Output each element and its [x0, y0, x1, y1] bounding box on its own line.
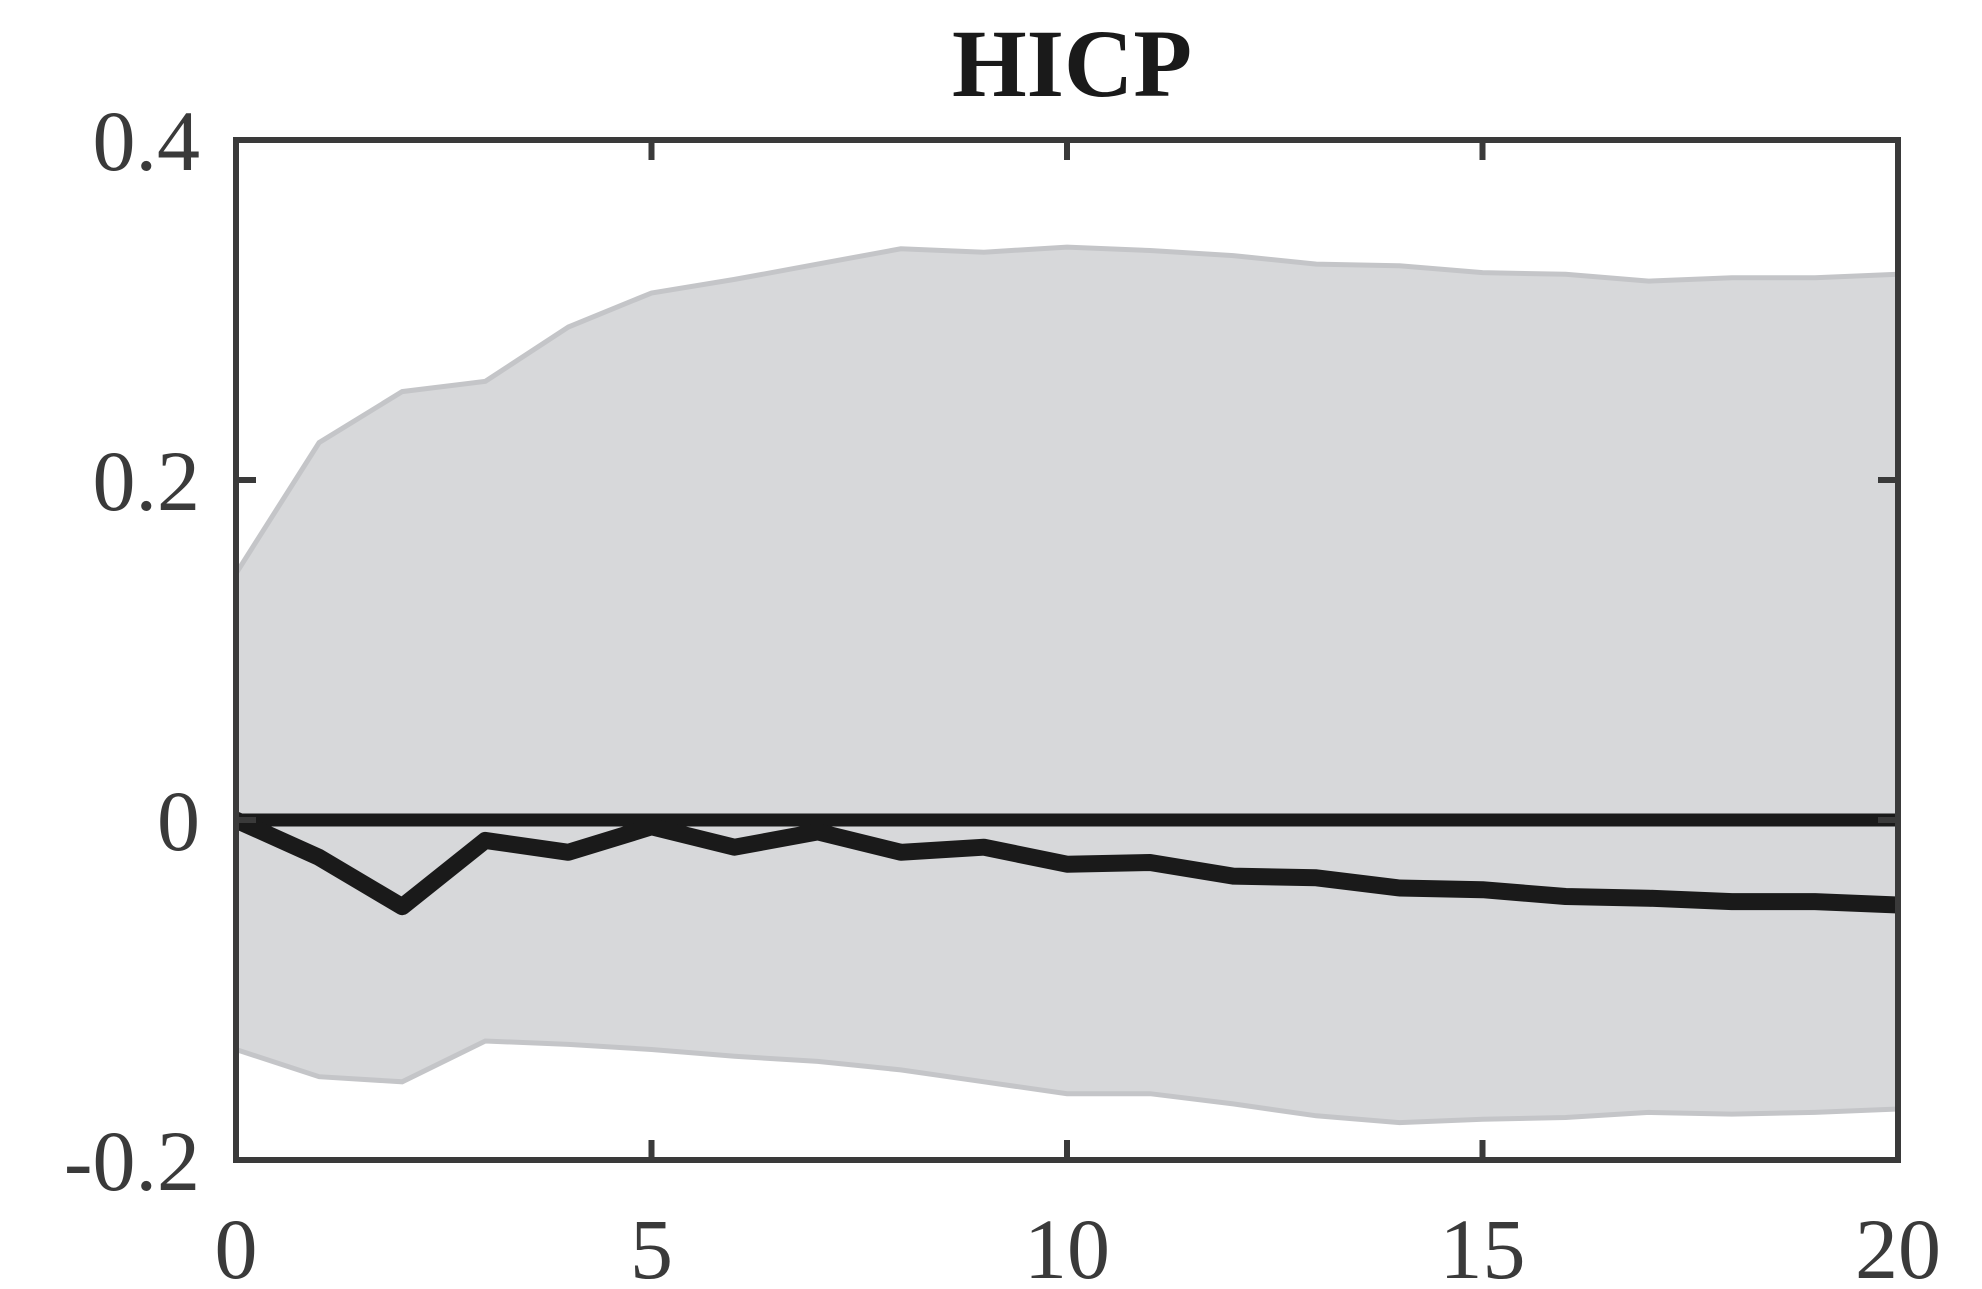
- y-tick-label: 0.2: [93, 433, 201, 529]
- axes: 0 5 10 15 20-0.200.20.4: [64, 93, 1941, 1289]
- y-tick-label: 0: [157, 773, 200, 869]
- confidence-band: [236, 247, 1898, 1123]
- plot-content: [236, 244, 1898, 1126]
- upper-band-line: [236, 244, 1898, 575]
- y-tick-label: 0.4: [93, 93, 201, 189]
- x-tick-label: 10: [1024, 1201, 1110, 1289]
- y-tick-label: -0.2: [64, 1113, 200, 1209]
- x-tick-label: 15: [1440, 1201, 1526, 1289]
- lower-band-line: [236, 1038, 1898, 1126]
- x-tick-label: 20: [1855, 1201, 1941, 1289]
- x-tick-label: 0: [215, 1201, 258, 1289]
- chart-title: HICP: [952, 10, 1192, 117]
- plot-area: [236, 244, 1898, 1126]
- x-tick-label: 5: [630, 1201, 673, 1289]
